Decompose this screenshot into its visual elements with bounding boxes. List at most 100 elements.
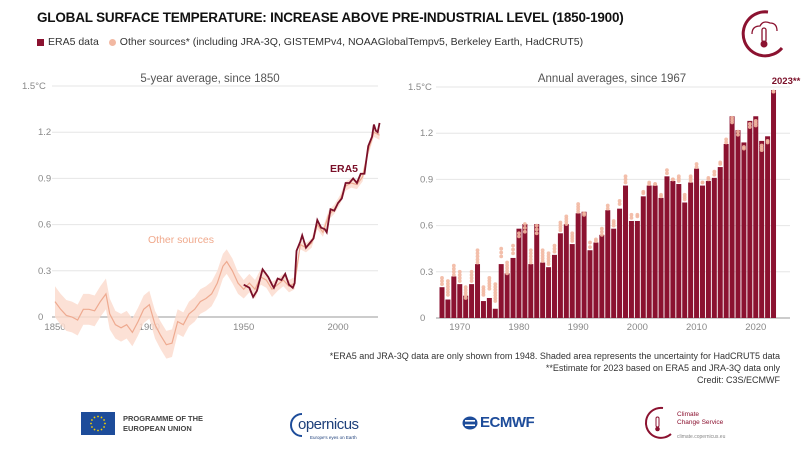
other-source-dot-1988 [564, 214, 569, 219]
other-source-dot-1968 [446, 293, 450, 297]
other-source-dot-1987 [558, 220, 563, 225]
other-source-dot-1999 [629, 216, 634, 220]
other-source-dot-1978 [505, 260, 510, 265]
other-source-dot-1969 [451, 266, 456, 271]
other-source-dot-1979 [511, 243, 515, 248]
bar-1992 [587, 250, 593, 318]
footnotes: *ERA5 and JRA-3Q data are only shown fro… [330, 350, 780, 386]
eu-star [103, 426, 105, 428]
eu-text-2: EUROPEAN UNION [123, 423, 192, 433]
other-source-dot-2000 [635, 212, 640, 217]
other-source-dot-1972 [469, 276, 474, 280]
bar-2023 [771, 90, 777, 318]
other-source-dot-2007 [676, 174, 681, 179]
bar-1993 [593, 242, 599, 318]
bar-1981 [522, 224, 528, 318]
other-source-dot-1982 [528, 254, 533, 259]
right-y-tick-label: 1.2 [420, 128, 433, 139]
eu-flag-icon [81, 412, 115, 435]
other-source-dot-2010 [694, 165, 699, 169]
other-source-dot-1975 [487, 281, 492, 286]
other-source-dot-1967 [440, 279, 444, 283]
left-y-tick-label: 0 [38, 312, 43, 323]
bar-1969 [451, 276, 457, 318]
bar-1994 [599, 234, 605, 318]
other-source-dot-2018 [742, 145, 746, 149]
bar-2021 [759, 140, 765, 318]
other-source-dot-1968 [446, 279, 450, 283]
left-y-tick-label: 1.5°C [22, 81, 46, 92]
other-source-dot-1969 [451, 272, 456, 277]
other-source-dot-1986 [552, 249, 557, 254]
eu-star [91, 419, 93, 421]
left-y-tick-label: 0.9 [38, 173, 51, 184]
other-source-dot-1982 [528, 260, 533, 265]
other-source-dot-1983 [534, 223, 539, 228]
other-source-dot-1968 [446, 284, 450, 289]
other-source-dot-2017 [736, 129, 740, 134]
bar-2000 [634, 220, 640, 318]
other-source-dot-1982 [528, 257, 533, 262]
other-source-dot-1981 [522, 222, 527, 226]
bar-2020 [753, 116, 759, 318]
other-source-dot-1984 [540, 251, 545, 255]
annotation-2023: 2023** [772, 76, 801, 87]
right-x-tick-label: 2010 [686, 322, 707, 333]
other-source-dot-1982 [528, 248, 533, 253]
other-source-dot-1978 [505, 271, 510, 276]
other-source-dot-2003 [653, 182, 658, 186]
other-source-dot-1978 [505, 266, 510, 270]
other-source-dot-1971 [463, 285, 468, 290]
right-chart-title: Annual averages, since 1967 [538, 73, 686, 85]
bar-1967 [439, 287, 445, 318]
bar-2005 [664, 176, 670, 318]
era5-annotation: ERA5 [330, 163, 358, 175]
other-source-dot-2011 [700, 180, 705, 185]
other-source-dot-1971 [463, 293, 468, 298]
other-source-dot-1989 [570, 231, 575, 236]
bar-1988 [563, 224, 569, 318]
other-source-dot-1985 [546, 251, 551, 256]
other-source-dot-1994 [599, 232, 604, 237]
other-source-dot-1976 [493, 287, 498, 292]
bar-2003 [652, 185, 658, 318]
other-source-dot-1976 [493, 282, 498, 287]
legend-era5-swatch [37, 38, 44, 46]
bar-1979 [510, 257, 516, 318]
other-source-dot-2010 [694, 162, 699, 166]
c3s-text-1: Climate [677, 411, 700, 418]
other-source-dot-2017 [736, 132, 740, 137]
c3s-text-2: Change Service [677, 419, 724, 426]
bar-2008 [682, 202, 688, 318]
right-y-tick-label: 0.9 [420, 174, 433, 185]
other-source-dot-1996 [611, 219, 616, 223]
other-source-dot-2013 [712, 169, 717, 174]
bar-1978 [504, 273, 510, 318]
other-source-dot-1985 [546, 262, 551, 266]
left-x-tick-label: 1850 [44, 322, 65, 333]
bar-1989 [569, 244, 575, 318]
other-source-dot-1976 [493, 285, 498, 289]
bar-2006 [670, 180, 676, 318]
eu-star [103, 419, 105, 421]
bar-1968 [445, 299, 451, 318]
copernicus-wordmark: opernicus [298, 416, 359, 433]
eu-logo: PROGRAMME OF THE EUROPEAN UNION [81, 412, 203, 435]
bar-2011 [699, 185, 705, 318]
other-source-dot-2006 [670, 177, 675, 182]
bar-1983 [534, 224, 540, 318]
other-source-dot-1968 [446, 287, 450, 292]
right-x-tick-label: 2000 [627, 322, 648, 333]
other-source-dot-1986 [552, 243, 557, 248]
other-source-dot-1982 [528, 251, 533, 256]
bar-2015 [723, 143, 729, 318]
other-source-dot-1976 [493, 290, 498, 295]
other-source-dot-1974 [481, 285, 486, 290]
other-source-dot-1972 [469, 272, 474, 277]
other-source-dot-2016 [730, 115, 734, 120]
left-x-tick-label: 1950 [233, 322, 254, 333]
other-source-dot-1992 [588, 240, 592, 245]
bar-1985 [546, 267, 552, 318]
chart-title: GLOBAL SURFACE TEMPERATURE: INCREASE ABO… [37, 10, 624, 25]
bar-2004 [658, 197, 664, 318]
